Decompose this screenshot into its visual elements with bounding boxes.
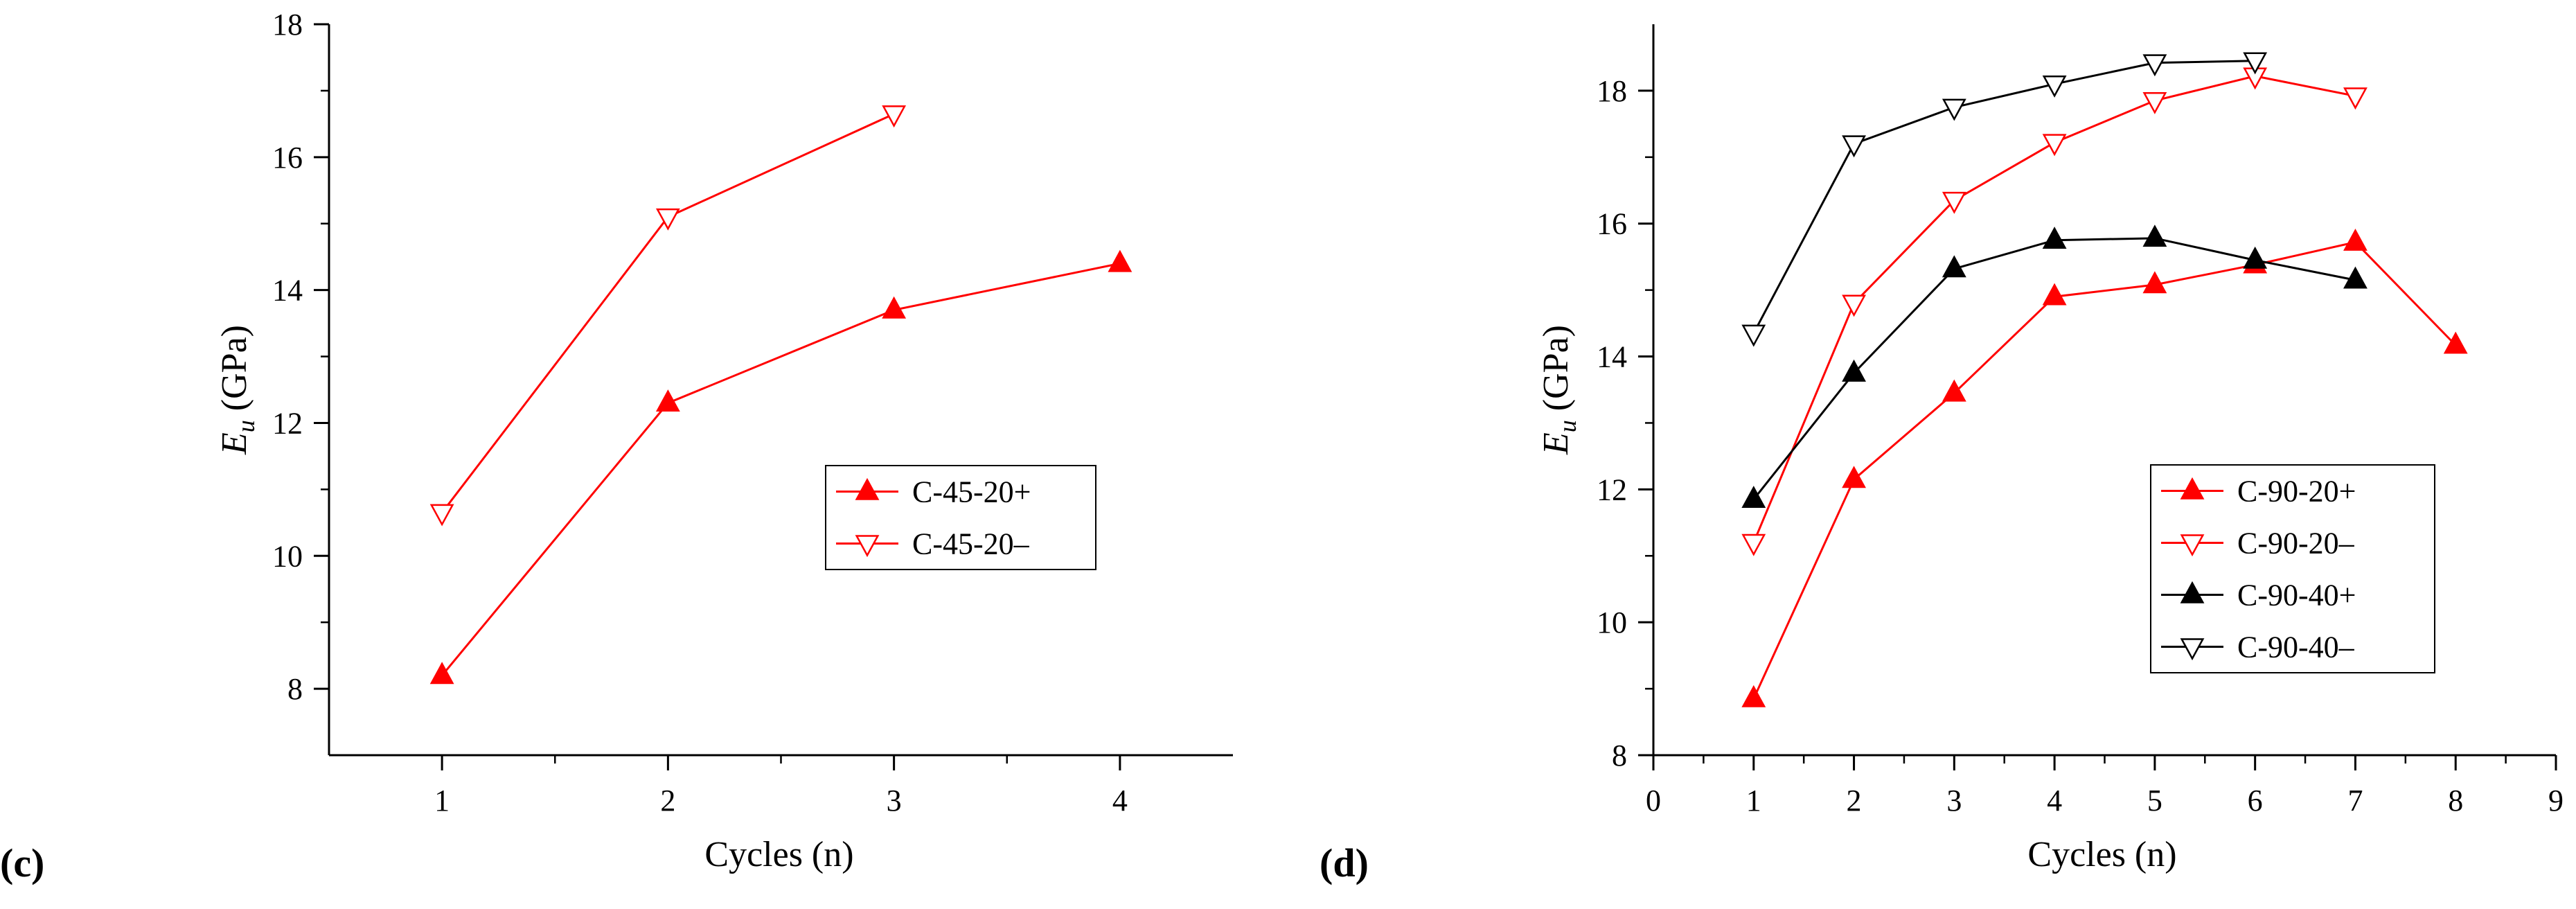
data-point-1-3 <box>2042 134 2067 157</box>
legend-marker-1 <box>2180 534 2205 557</box>
x-tick-label: 9 <box>2548 784 2564 818</box>
x-tick-label: 7 <box>2347 784 2363 818</box>
legend-marker-0 <box>2180 477 2205 500</box>
data-point-1-4 <box>2142 91 2167 114</box>
legend: C-45-20+ C-45-20– <box>825 465 1096 570</box>
legend-label-1: C-90-20– <box>2237 527 2355 561</box>
x-tick-label: 1 <box>1746 784 1761 818</box>
legend-label-2: C-90-40+ <box>2237 579 2356 612</box>
data-point-3-1 <box>1842 135 1866 158</box>
data-point-3-5 <box>2243 52 2268 75</box>
data-point-0-2 <box>882 296 907 319</box>
legend-label-1: C-45-20– <box>912 527 1030 561</box>
y-tick-label: 18 <box>1597 74 1627 108</box>
x-tick-label: 4 <box>1112 784 1128 818</box>
legend-label-3: C-90-40– <box>2237 630 2355 664</box>
data-point-2-1 <box>1842 359 1866 382</box>
data-point-2-2 <box>1942 255 1966 278</box>
data-point-1-1 <box>1842 294 1866 317</box>
series-line-0 <box>441 262 1121 676</box>
x-axis-title: Cycles (n) <box>2027 835 2176 874</box>
legend: C-90-20+ C-90-20– C-90-40+ C-90-40– <box>2150 464 2435 673</box>
data-point-3-2 <box>1942 98 1966 121</box>
x-tick-label: 5 <box>2147 784 2162 818</box>
data-point-1-2 <box>882 105 907 128</box>
y-tick-label: 14 <box>272 274 303 308</box>
y-axis-title-subscript: u <box>232 420 260 432</box>
y-tick-label: 16 <box>1597 207 1627 241</box>
data-point-0-0 <box>429 662 454 685</box>
data-point-0-4 <box>2142 271 2167 294</box>
data-point-0-1 <box>1842 466 1866 488</box>
data-point-0-3 <box>1108 249 1132 272</box>
data-point-2-3 <box>2042 227 2067 249</box>
y-tick-label: 12 <box>272 406 303 440</box>
x-tick-label: 2 <box>660 784 675 818</box>
y-tick-label: 10 <box>272 539 303 573</box>
x-tick-label: 8 <box>2448 784 2463 818</box>
y-tick-label: 14 <box>1597 340 1627 374</box>
y-tick-label: 8 <box>287 672 303 706</box>
y-tick-label: 12 <box>1597 473 1627 506</box>
data-point-2-6 <box>2343 266 2368 289</box>
y-axis-title: Eu (GPa) <box>1536 325 1581 455</box>
data-point-0-2 <box>1942 379 1966 402</box>
legend-label-0: C-45-20+ <box>912 475 1031 509</box>
data-point-0-3 <box>2042 283 2067 306</box>
x-tick-label: 3 <box>1946 784 1962 818</box>
series-line-2 <box>1752 237 2356 500</box>
data-point-1-1 <box>655 208 680 231</box>
y-tick-label: 10 <box>1597 606 1627 639</box>
x-axis-title: Cycles (n) <box>704 835 853 874</box>
data-point-0-1 <box>655 389 680 412</box>
data-point-0-0 <box>1741 685 1766 707</box>
legend-box <box>825 465 1096 570</box>
legend-marker-3 <box>2180 638 2205 661</box>
data-point-3-0 <box>1741 324 1766 347</box>
data-point-1-2 <box>1942 191 1966 214</box>
data-point-2-4 <box>2142 224 2167 247</box>
legend-marker-2 <box>2180 581 2205 603</box>
y-axis-title-unit: (GPa) <box>1536 325 1576 420</box>
series-line-0 <box>1752 240 2457 700</box>
x-tick-label: 6 <box>2248 784 2263 818</box>
y-axis-title-unit: (GPa) <box>215 325 254 420</box>
data-point-1-6 <box>2343 87 2368 110</box>
panel-label: (c) <box>0 840 44 885</box>
panel-label: (d) <box>1320 840 1369 885</box>
legend-marker-0 <box>855 477 880 500</box>
data-point-3-3 <box>2042 76 2067 98</box>
y-axis-title-subscript: u <box>1554 420 1581 432</box>
y-tick-label: 18 <box>272 8 303 42</box>
x-tick-label: 3 <box>887 784 902 818</box>
x-tick-label: 1 <box>434 784 450 818</box>
x-tick-label: 2 <box>1847 784 1862 818</box>
data-point-2-0 <box>1741 486 1766 509</box>
legend-label-0: C-90-20+ <box>2237 475 2356 509</box>
y-axis-title-symbol: E <box>1536 432 1576 455</box>
legend-box <box>2150 464 2435 673</box>
y-axis-title: Eu (GPa) <box>215 325 260 455</box>
y-axis-title-symbol: E <box>215 432 254 455</box>
series-line-1 <box>441 113 895 513</box>
series-line-3 <box>1752 60 2255 334</box>
data-point-1-0 <box>429 504 454 527</box>
y-tick-label: 8 <box>1612 739 1627 773</box>
x-tick-label: 0 <box>1646 784 1661 818</box>
x-tick-label: 4 <box>2047 784 2062 818</box>
y-tick-label: 16 <box>272 141 303 175</box>
data-point-1-0 <box>1741 533 1766 556</box>
data-point-0-7 <box>2443 331 2468 354</box>
legend-marker-1 <box>855 535 880 558</box>
data-point-3-4 <box>2142 54 2167 77</box>
data-point-2-5 <box>2243 246 2268 269</box>
data-point-0-6 <box>2343 228 2368 251</box>
